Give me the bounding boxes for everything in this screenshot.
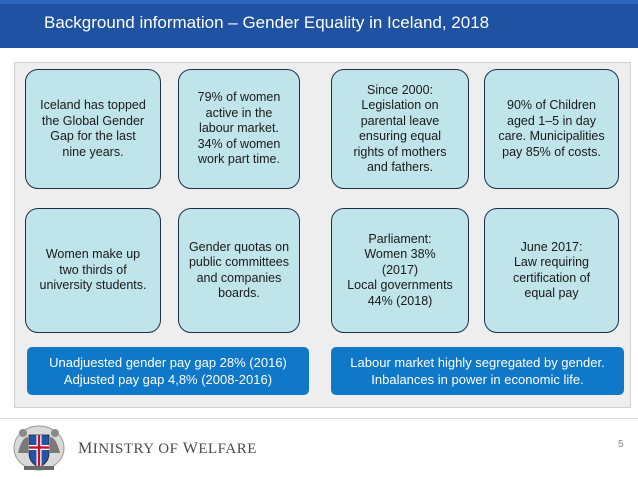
pay-gap-banner: Unadjuested gender pay gap 28% (2016) Ad… [27,347,309,395]
fact-card-parliament: Parliament: Women 38% (2017) Local gover… [331,208,469,333]
fact-card-global-gender-gap: Iceland has topped the Global Gender Gap… [25,69,161,189]
segregation-banner: Labour market highly segregated by gende… [331,347,624,395]
iceland-coat-of-arms-icon [13,425,65,471]
fact-card-gender-quotas: Gender quotas on public committees and c… [178,208,300,333]
slide-header: Background information – Gender Equality… [0,0,638,48]
slide-title: Background information – Gender Equality… [44,13,490,32]
fact-card-university-students: Women make up two thirds of university s… [25,208,161,333]
page-number: 5 [618,439,624,450]
fact-card-equal-pay-law: June 2017: Law requiring certification o… [484,208,619,333]
fact-card-parental-leave: Since 2000: Legislation on parental leav… [331,69,469,189]
ministry-of-welfare-logo: MINISTRY OF WELFARE [78,440,257,457]
footer-divider [0,418,638,419]
header-stripe [0,0,638,4]
fact-card-day-care: 90% of Children aged 1–5 in day care. Mu… [484,69,619,189]
fact-card-labour-market: 79% of women active in the labour market… [178,69,300,189]
